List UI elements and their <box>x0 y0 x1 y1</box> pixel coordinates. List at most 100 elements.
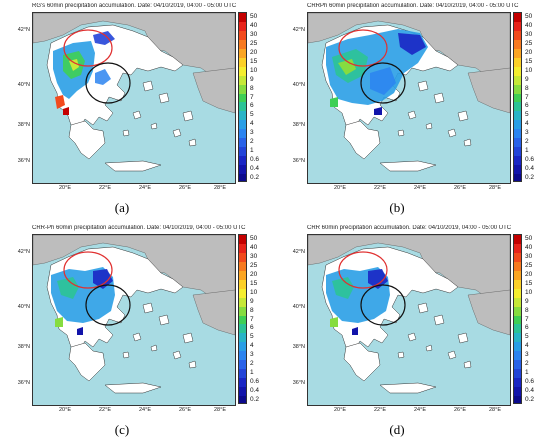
colorbar-segment <box>239 39 246 50</box>
panel-title: CRRPh 60min precipitation accumulation. … <box>307 3 519 9</box>
colorbar-segment <box>239 84 246 95</box>
colorbar-label: 0.2 <box>250 174 260 182</box>
colorbar-segment <box>514 342 521 352</box>
colorbar-segment <box>239 138 246 148</box>
lon-tick: 26°E <box>179 185 191 191</box>
colorbar-segment <box>514 147 521 157</box>
lon-tick: 28°E <box>489 185 501 191</box>
lat-tick: 36°N <box>17 158 30 164</box>
panel-d: CRR 60min precipitation accumulation. Da… <box>275 222 550 444</box>
precipitation-field <box>51 267 115 335</box>
colorbar-label: 4 <box>250 342 254 350</box>
colorbar-label: 15 <box>250 57 258 65</box>
colorbar-segment <box>514 252 521 263</box>
colorbar-label: 7 <box>250 93 254 101</box>
lat-tick: 36°N <box>292 158 305 164</box>
lon-tick: 24°E <box>139 407 151 413</box>
lon-tick: 22°E <box>374 407 386 413</box>
colorbar-label: 0.6 <box>250 378 260 386</box>
colorbar-label: 15 <box>525 279 533 287</box>
colorbar-segment <box>514 66 521 77</box>
colorbar-label: 40 <box>525 243 533 251</box>
precipitation-map <box>32 12 236 184</box>
panel-a: RG's 60min precipitation accumulation. D… <box>0 0 275 222</box>
colorbar-label: 0.4 <box>525 387 535 395</box>
lat-tick: 38°N <box>17 344 30 350</box>
colorbar-label: 4 <box>525 342 529 350</box>
colorbar-segment <box>514 57 521 68</box>
colorbar-segment <box>514 279 521 290</box>
colorbar-segment <box>514 13 521 23</box>
colorbar-segment <box>514 21 521 32</box>
colorbar-segment <box>514 369 521 379</box>
panel-label: (c) <box>114 422 130 437</box>
colorbar-segment <box>239 297 246 308</box>
colorbar-label: 4 <box>525 120 529 128</box>
lat-tick: 38°N <box>292 122 305 128</box>
colorbar-segment <box>514 165 521 175</box>
lat-tick: 40°N <box>17 304 30 310</box>
lon-tick: 26°E <box>454 407 466 413</box>
colorbar-segment <box>514 324 521 334</box>
colorbar-label: 5 <box>525 333 529 341</box>
lon-tick: 20°E <box>334 185 346 191</box>
precipitation-map <box>307 12 511 184</box>
map-svg <box>33 235 235 394</box>
colorbar-label: 0.2 <box>525 396 535 404</box>
lon-tick: 28°E <box>214 185 226 191</box>
colorbar-label: 2 <box>250 138 254 146</box>
panel-label: (b) <box>389 200 405 215</box>
panel-label: (d) <box>389 422 405 437</box>
colorbar-segment <box>514 156 521 166</box>
colorbar-segment <box>239 270 246 281</box>
colorbar-label: 30 <box>525 30 533 38</box>
colorbar-segment <box>514 39 521 50</box>
colorbar-segment <box>514 387 521 397</box>
panel-title: CRR-Ph 60min precipitation accumulation.… <box>32 225 246 231</box>
lon-tick: 28°E <box>489 407 501 413</box>
colorbar-segment <box>514 396 521 403</box>
colorbar-segment <box>239 252 246 263</box>
lat-tick: 40°N <box>292 82 305 88</box>
colorbar-segment <box>514 243 521 254</box>
highlight-circles <box>338 29 406 104</box>
colorbar-segment <box>239 351 246 361</box>
lon-tick: 22°E <box>99 407 111 413</box>
lat-tick: 42°N <box>17 27 30 33</box>
colorbar-segment <box>239 360 246 370</box>
colorbar-label: 0.4 <box>250 387 260 395</box>
lon-tick: 28°E <box>214 407 226 413</box>
colorbar-segment <box>514 129 521 139</box>
colorbar <box>513 12 522 182</box>
colorbar-segment <box>239 243 246 254</box>
precipitation-field <box>326 267 390 335</box>
colorbar-label: 1 <box>525 147 529 155</box>
lon-tick: 26°E <box>179 407 191 413</box>
colorbar-segment <box>514 93 521 103</box>
highlight-circles <box>63 29 131 104</box>
lat-tick: 36°N <box>292 380 305 386</box>
colorbar-label: 0.2 <box>250 396 260 404</box>
panel-label: (a) <box>114 200 130 215</box>
lat-tick: 36°N <box>17 380 30 386</box>
colorbar-label: 50 <box>525 234 533 242</box>
lat-tick: 42°N <box>17 249 30 255</box>
colorbar-label: 10 <box>250 288 258 296</box>
colorbar-label: 2 <box>250 360 254 368</box>
colorbar-label: 40 <box>525 21 533 29</box>
colorbar-label: 10 <box>250 66 258 74</box>
colorbar-segment <box>239 279 246 290</box>
colorbar-segment <box>514 75 521 86</box>
colorbar-label: 0.2 <box>525 174 535 182</box>
colorbar-segment <box>239 57 246 68</box>
colorbar <box>238 234 247 404</box>
colorbar-label: 30 <box>250 252 258 260</box>
colorbar-label: 20 <box>525 270 533 278</box>
colorbar-segment <box>514 315 521 325</box>
lat-tick: 42°N <box>292 27 305 33</box>
map-svg <box>33 13 235 172</box>
highlight-circles <box>63 251 131 326</box>
colorbar-segment <box>514 378 521 388</box>
colorbar-segment <box>239 315 246 325</box>
colorbar-segment <box>239 342 246 352</box>
